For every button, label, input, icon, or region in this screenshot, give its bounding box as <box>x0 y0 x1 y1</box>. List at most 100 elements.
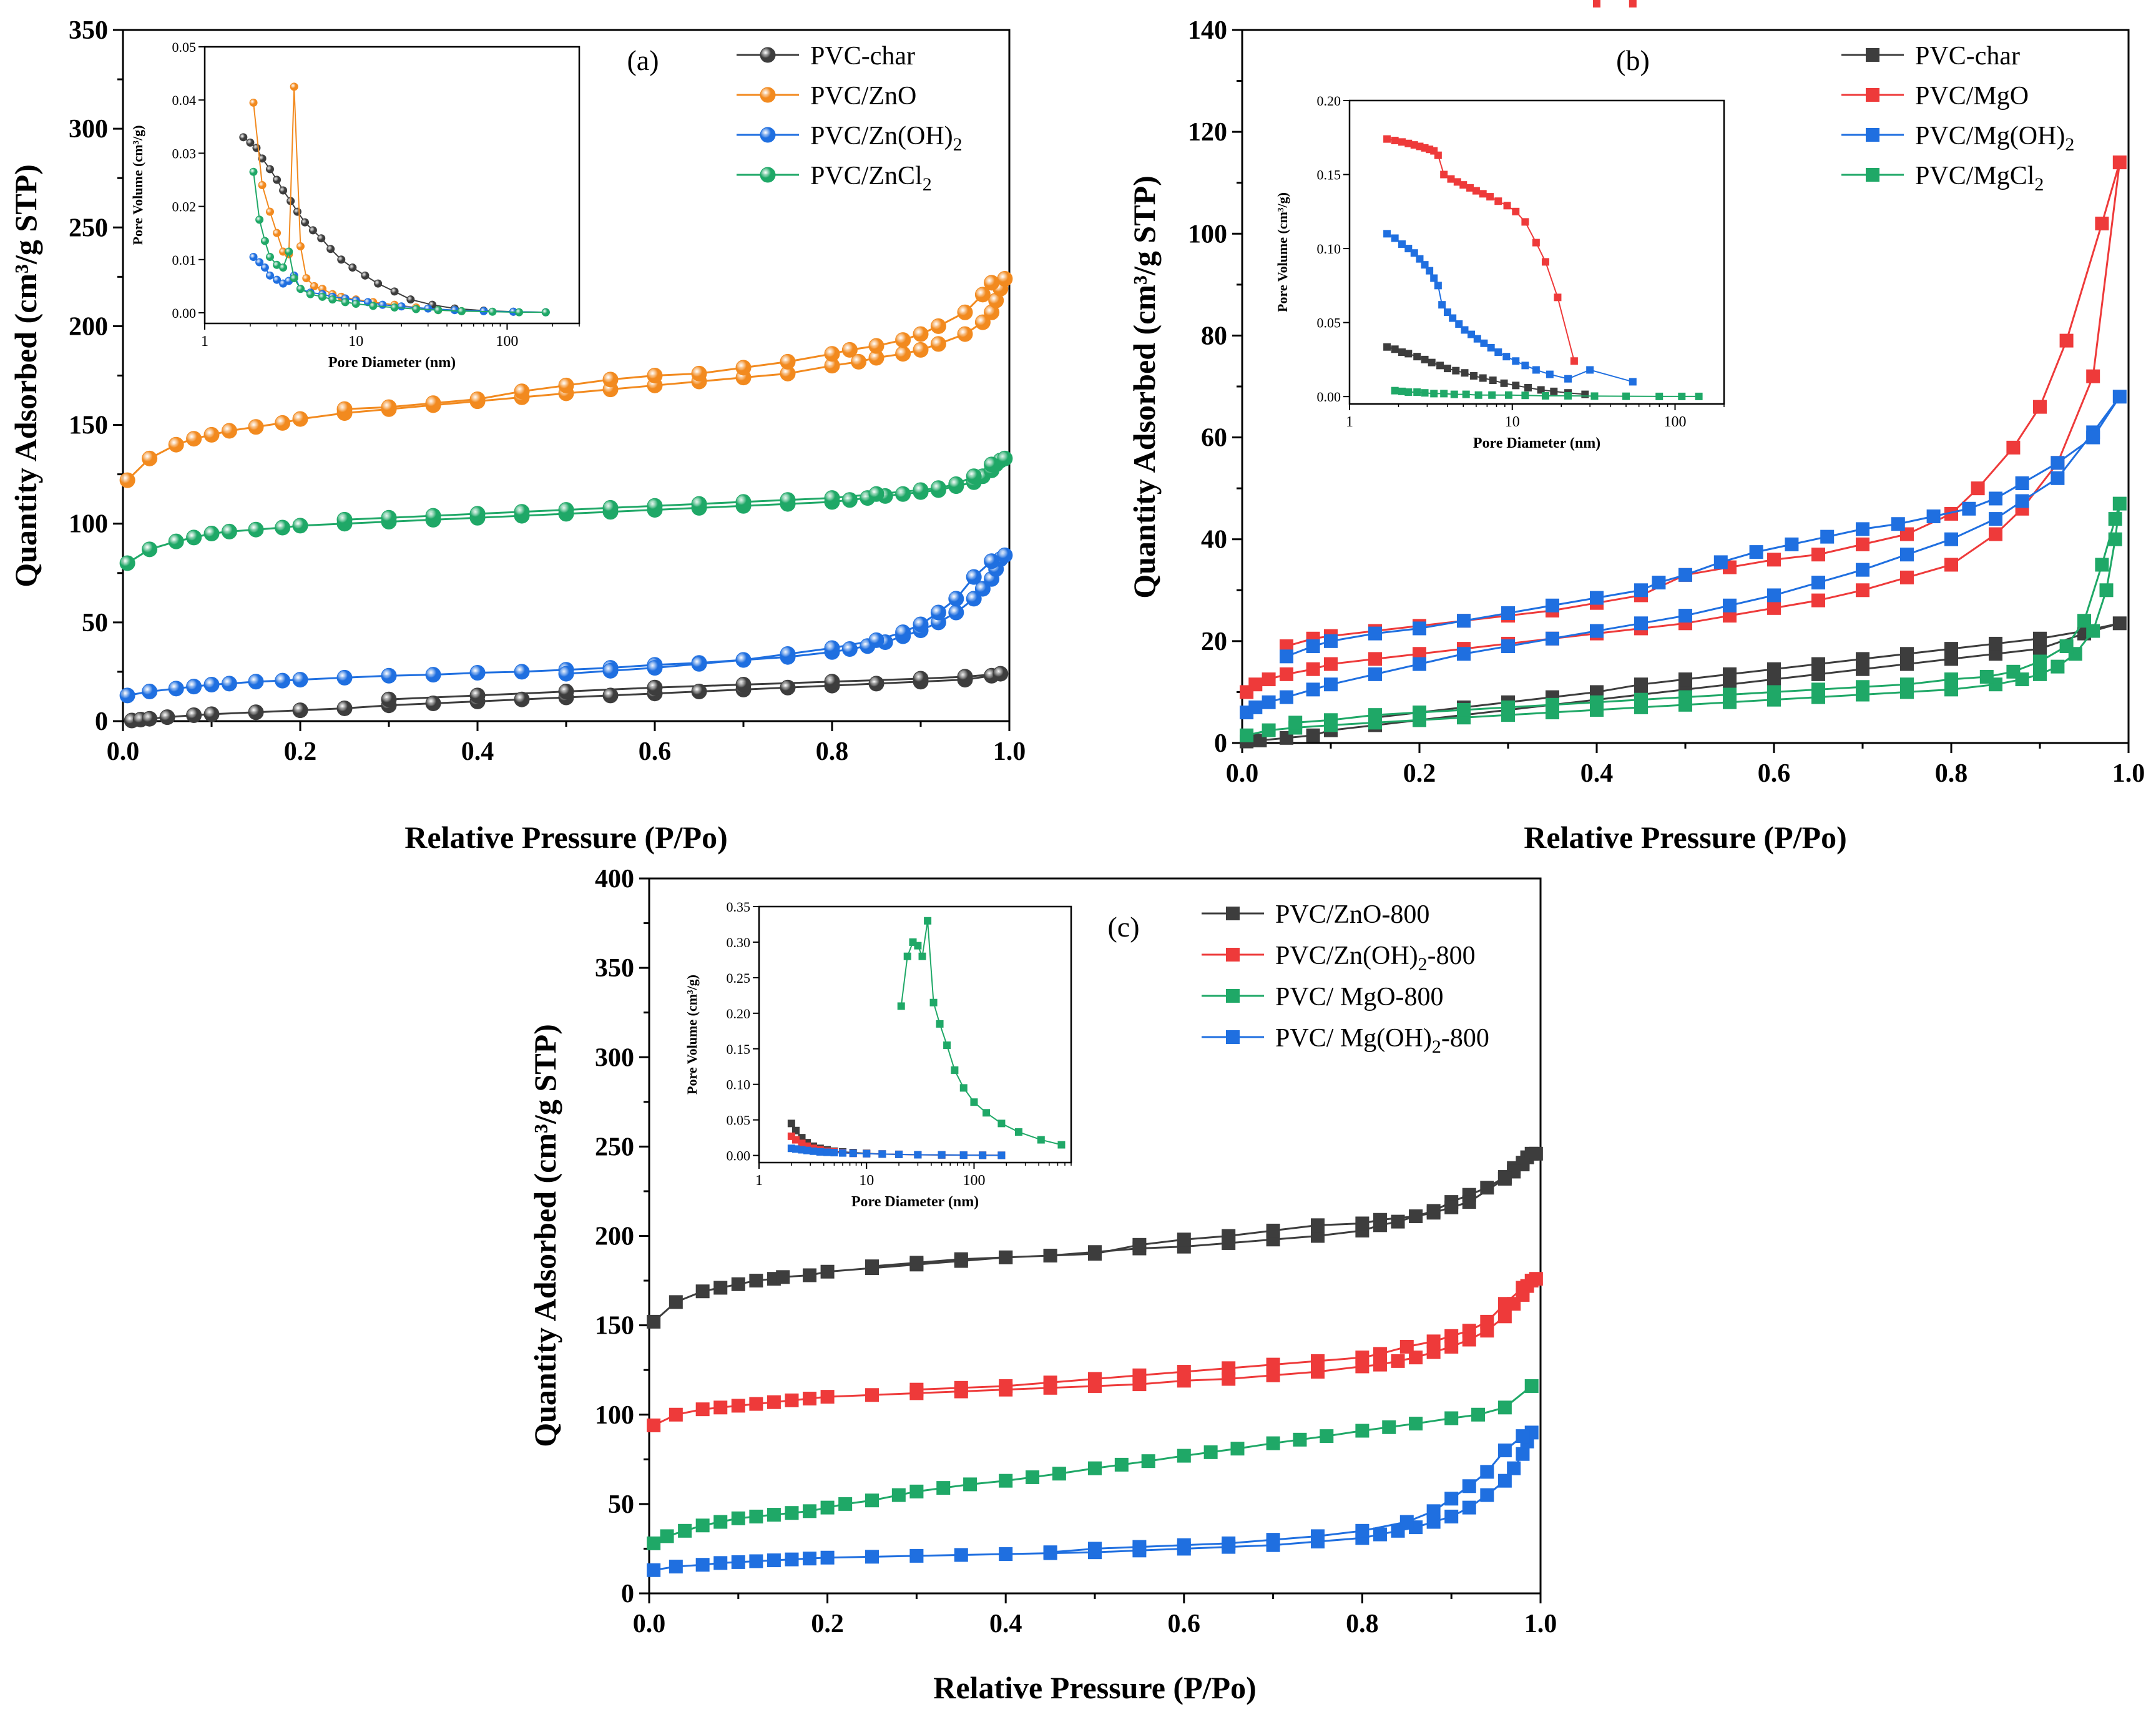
data-point <box>1409 1417 1423 1431</box>
inset-data-point <box>361 271 370 280</box>
data-point <box>785 1393 799 1407</box>
y-tick-label: 0 <box>95 707 108 736</box>
x-tick-label: 0.0 <box>1226 759 1259 788</box>
y-tick-label: 40 <box>1201 526 1227 554</box>
data-point <box>992 666 1009 682</box>
inset-data-point <box>239 133 248 142</box>
data-point <box>221 523 237 539</box>
data-point <box>1497 1309 1512 1324</box>
inset-data-point <box>1430 274 1438 282</box>
inset-data-point <box>1581 390 1589 398</box>
data-point <box>1177 1449 1191 1463</box>
data-point <box>602 499 619 516</box>
inset-data-point <box>1434 282 1442 290</box>
legend-marker <box>760 127 776 143</box>
data-point <box>1900 548 1914 562</box>
data-point <box>1856 563 1869 577</box>
inset-data-point <box>279 186 288 195</box>
data-point <box>1546 697 1559 712</box>
data-point <box>1413 706 1426 720</box>
inset-data-point <box>1057 1141 1066 1149</box>
data-point <box>731 1511 745 1525</box>
data-point <box>1497 1474 1512 1488</box>
inset-x-tick-label: 10 <box>859 1173 874 1189</box>
data-point <box>2112 155 2127 170</box>
inset-series-c-2 <box>897 917 1066 1149</box>
data-point <box>514 664 530 680</box>
data-point <box>1678 690 1692 704</box>
inset-data-point <box>1466 184 1474 192</box>
data-point <box>1324 657 1338 671</box>
data-point <box>1529 1272 1543 1286</box>
data-point <box>1266 1436 1280 1450</box>
data-point <box>1444 1339 1459 1354</box>
data-point <box>865 1550 879 1564</box>
data-point <box>803 1552 817 1566</box>
inset-x-tick-label: 1 <box>755 1173 763 1189</box>
y-tick-label: 250 <box>69 214 108 242</box>
data-point <box>142 541 158 558</box>
y-tick-label: 0 <box>1214 729 1227 758</box>
data-point <box>1944 642 1958 656</box>
data-point <box>1900 570 1914 584</box>
data-point <box>142 711 158 727</box>
inset-data-point <box>1421 355 1429 363</box>
data-point <box>1311 1365 1325 1379</box>
inset-data-point <box>412 305 421 313</box>
data-point <box>1177 1365 1191 1379</box>
data-point <box>1989 512 2002 526</box>
data-point <box>1944 558 1958 572</box>
data-point <box>469 687 486 704</box>
inset-data-point <box>1461 369 1469 377</box>
inset-data-point <box>328 295 337 304</box>
inset-data-point <box>863 1149 871 1158</box>
data-point <box>381 509 397 526</box>
inset-data-point <box>1512 381 1520 390</box>
inset-data-point <box>249 167 258 176</box>
data-point <box>1501 639 1515 654</box>
data-point <box>1767 601 1781 615</box>
data-point <box>913 616 929 632</box>
inset-x-tick-label: 10 <box>348 333 363 350</box>
inset-x-tick-label: 100 <box>496 333 518 350</box>
inset-data-point <box>273 275 282 284</box>
inset-data-point <box>318 292 326 301</box>
data-point <box>1444 1329 1459 1343</box>
x-axis-label: Relative Pressure (P/Po) <box>1524 820 1846 855</box>
data-point <box>963 1477 978 1492</box>
inset-data-point <box>1504 391 1512 399</box>
inset-series-b-0 <box>1383 343 1589 398</box>
inset-data-point <box>1440 170 1448 179</box>
data-point <box>735 652 752 668</box>
data-point <box>803 1391 817 1405</box>
data-point <box>1222 1229 1236 1243</box>
y-axis-label: Quantity Adsorbed (cm³/g STP) <box>1127 175 1162 599</box>
y-tick-label: 100 <box>595 1401 634 1430</box>
data-point <box>1811 593 1825 608</box>
data-point <box>1900 647 1914 661</box>
inset-data-point <box>406 295 415 304</box>
data-point <box>1382 1420 1396 1434</box>
data-point <box>1088 1247 1102 1261</box>
inset-series-b-1 <box>1383 0 1637 365</box>
data-point <box>824 640 840 656</box>
data-point <box>142 450 158 466</box>
inset-data-point <box>255 215 264 224</box>
inset-data-point <box>424 304 433 313</box>
inset-data-point <box>997 1119 1006 1128</box>
data-point <box>2015 476 2029 490</box>
data-point <box>1457 647 1471 661</box>
data-point <box>1266 1533 1280 1547</box>
y-tick-label: 120 <box>1188 118 1227 147</box>
inset-data-point <box>878 1150 886 1158</box>
inset-data-point <box>1453 178 1461 186</box>
inset-data-point <box>1474 391 1482 399</box>
inset-data-point <box>951 1066 959 1074</box>
inset-data-point <box>265 271 274 280</box>
data-point <box>838 1497 853 1511</box>
data-point <box>1480 1465 1494 1479</box>
legend-marker <box>760 47 776 63</box>
data-point <box>1497 1444 1512 1457</box>
data-point <box>913 482 929 498</box>
inset-data-point <box>1494 197 1502 205</box>
